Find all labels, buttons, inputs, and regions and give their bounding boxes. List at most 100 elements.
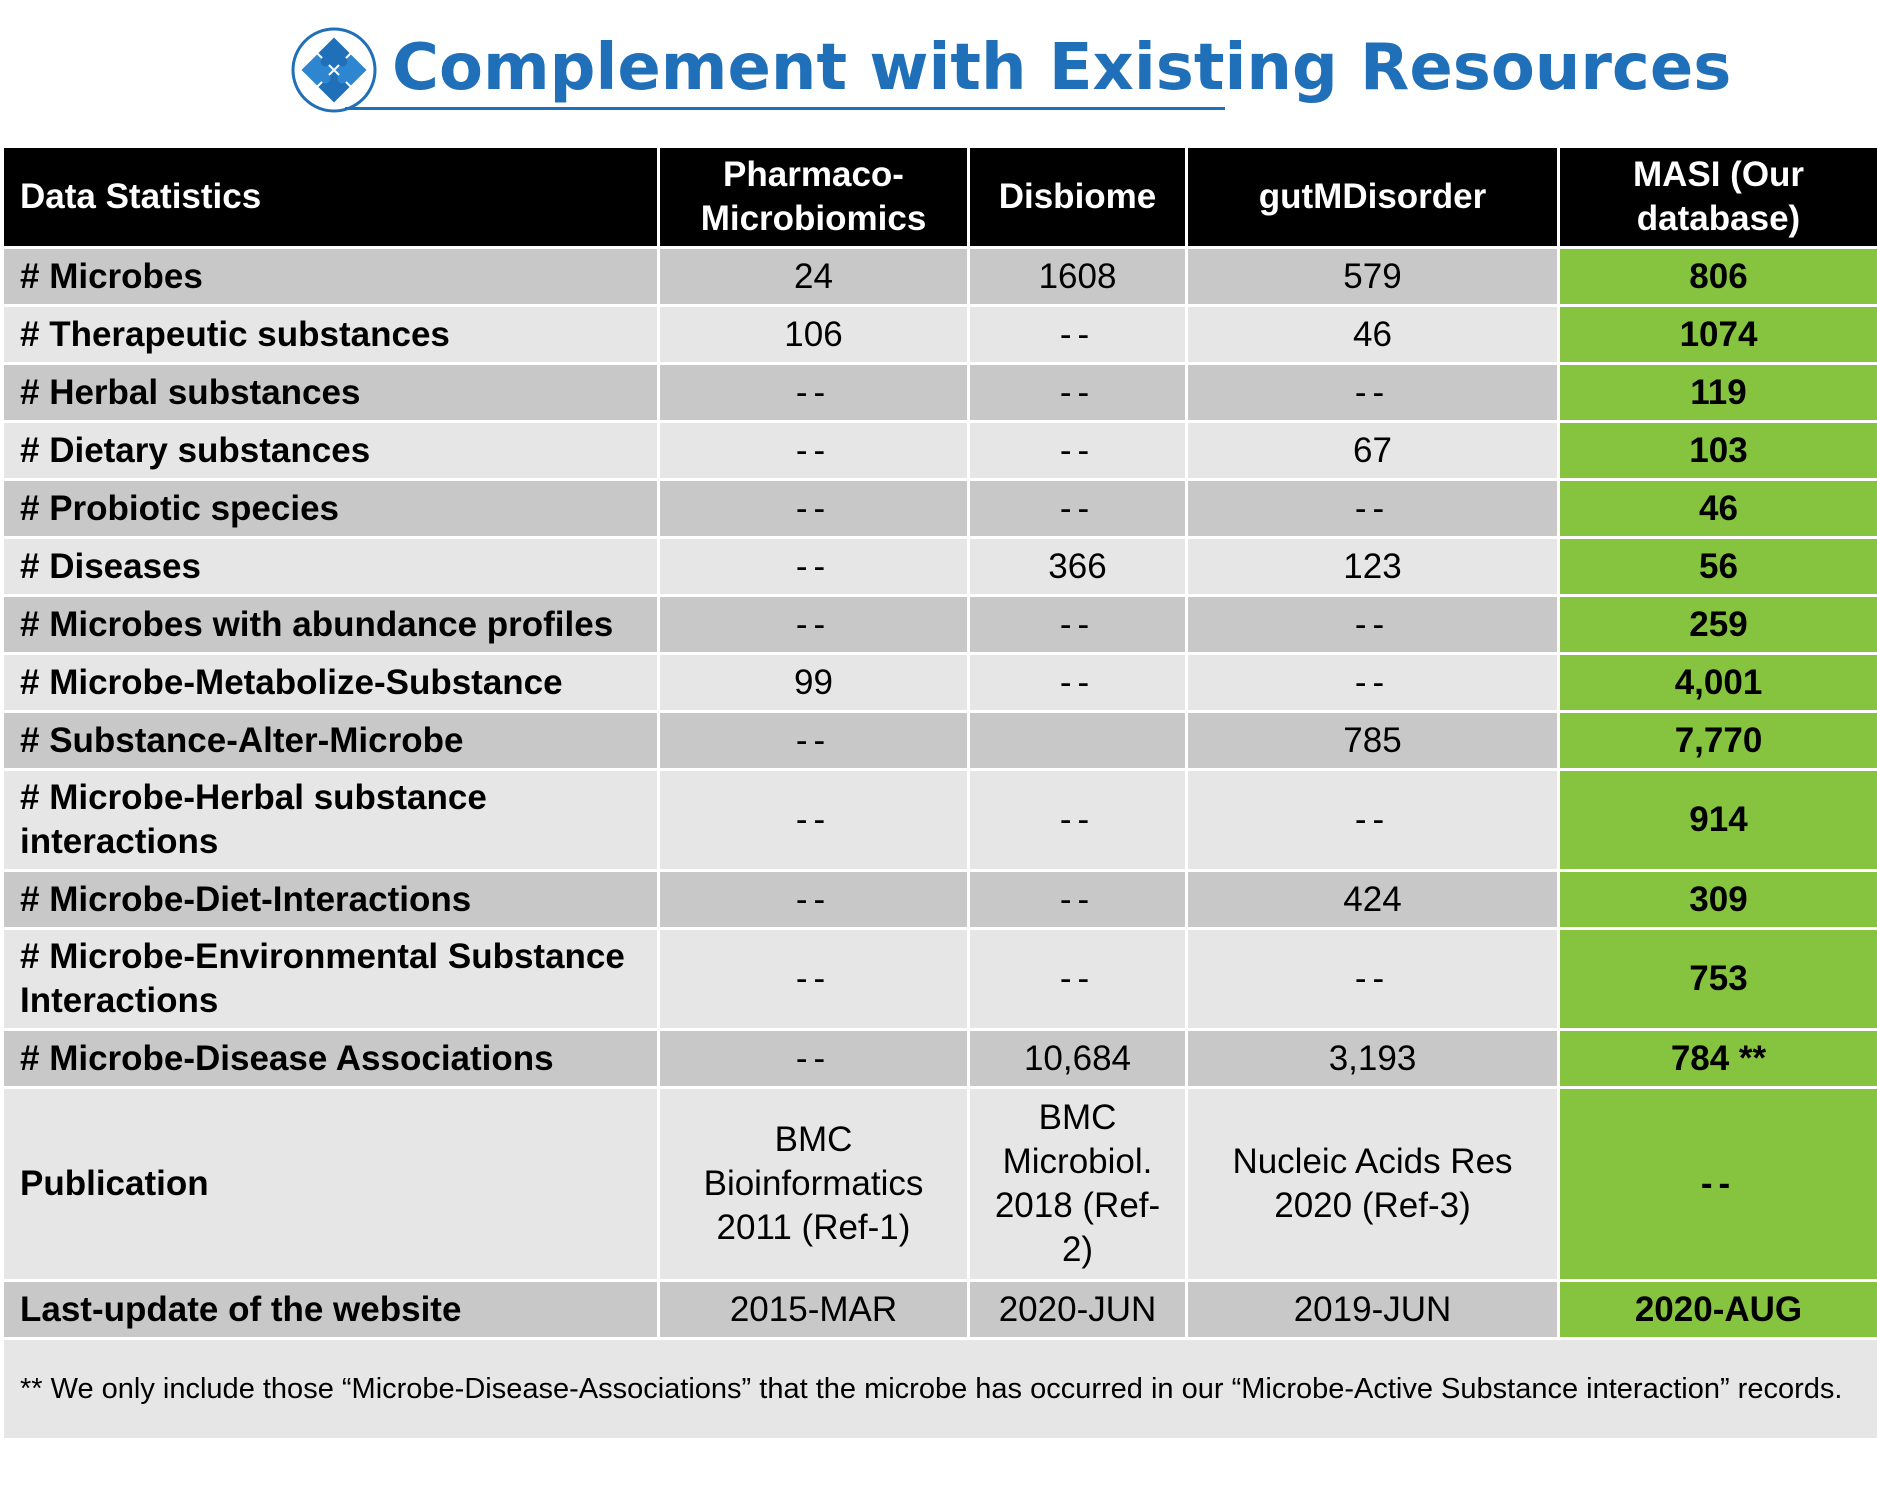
table-row: # Probiotic species -- -- -- 46 xyxy=(1,478,1877,539)
table-cell: 123 xyxy=(1185,536,1560,597)
table-cell: -- xyxy=(657,869,970,930)
row-label: # Microbe-Environmental Substance Intera… xyxy=(1,927,660,1031)
table-cell: -- xyxy=(1185,652,1560,713)
footnote-row: ** We only include those “Microbe-Diseas… xyxy=(1,1337,1877,1441)
column-header: MASI (Our database) xyxy=(1557,145,1877,249)
table-cell: 10,684 xyxy=(967,1028,1188,1089)
masi-cell: -- xyxy=(1557,1086,1877,1282)
footnote: ** We only include those “Microbe-Diseas… xyxy=(1,1337,1877,1441)
table-cell: -- xyxy=(657,594,970,655)
table-cell: -- xyxy=(1185,927,1560,1031)
row-label: # Microbe-Diet-Interactions xyxy=(1,869,660,930)
table-row: # Microbe-Disease Associations -- 10,684 3,… xyxy=(1,1028,1877,1089)
row-label: # Microbe-Metabolize-Substance xyxy=(1,652,660,713)
table-row: # Herbal substances -- -- -- 119 xyxy=(1,362,1877,423)
table-row: # Microbe-Herbal substance interactions -… xyxy=(1,768,1877,872)
table-row: # Microbe-Diet-Interactions -- -- 424 309 xyxy=(1,869,1877,930)
column-header: Pharmaco- Microbiomics xyxy=(657,145,970,249)
table-cell: 366 xyxy=(967,536,1188,597)
table-cell: -- xyxy=(967,768,1188,872)
table-row: # Therapeutic substances 106 -- 46 1074 xyxy=(1,304,1877,365)
table-cell: 2020-JUN xyxy=(967,1279,1188,1340)
page-title: Complement with Existing Resources xyxy=(392,31,1732,105)
row-label: # Substance-Alter-Microbe xyxy=(1,710,660,771)
table-row: Publication BMC Bioinformatics 2011 (Ref-… xyxy=(1,1086,1877,1282)
masi-cell: 259 xyxy=(1557,594,1877,655)
table-row: # Diseases -- 366 123 56 xyxy=(1,536,1877,597)
row-label: Publication xyxy=(1,1086,660,1282)
table-cell: 785 xyxy=(1185,710,1560,771)
table-row: # Dietary substances -- -- 67 103 xyxy=(1,420,1877,481)
masi-cell: 1074 xyxy=(1557,304,1877,365)
row-label: # Microbes with abundance profiles xyxy=(1,594,660,655)
masi-cell: 4,001 xyxy=(1557,652,1877,713)
table-cell: -- xyxy=(1185,768,1560,872)
table-cell: -- xyxy=(657,1028,970,1089)
page-header: Complement with Existing Resources xyxy=(0,0,1877,130)
row-label: # Microbe-Disease Associations xyxy=(1,1028,660,1089)
table-cell: 46 xyxy=(1185,304,1560,365)
row-label: Last-update of the website xyxy=(1,1279,660,1340)
table-cell: BMC Microbiol. 2018 (Ref-2) xyxy=(967,1086,1188,1282)
masi-cell: 103 xyxy=(1557,420,1877,481)
table-row: # Substance-Alter-Microbe -- 785 7,770 xyxy=(1,710,1877,771)
masi-cell: 56 xyxy=(1557,536,1877,597)
masi-cell: 2020-AUG xyxy=(1557,1279,1877,1340)
table-cell: -- xyxy=(657,362,970,423)
title-underline xyxy=(345,107,1225,110)
table-cell: -- xyxy=(967,594,1188,655)
masi-cell: 7,770 xyxy=(1557,710,1877,771)
row-label: # Microbe-Herbal substance interactions xyxy=(1,768,660,872)
table-cell: -- xyxy=(1185,478,1560,539)
column-header: Disbiome xyxy=(967,145,1188,249)
table-row: # Microbes 24 1608 579 806 xyxy=(1,246,1877,307)
table-cell: -- xyxy=(1185,594,1560,655)
table-cell: 1608 xyxy=(967,246,1188,307)
masi-cell: 806 xyxy=(1557,246,1877,307)
table-cell: 579 xyxy=(1185,246,1560,307)
table-cell: 2015-MAR xyxy=(657,1279,970,1340)
table-cell: -- xyxy=(657,536,970,597)
table-cell: -- xyxy=(967,304,1188,365)
table-cell: -- xyxy=(657,478,970,539)
masi-cell: 753 xyxy=(1557,927,1877,1031)
row-label: # Probiotic species xyxy=(1,478,660,539)
table-row: # Microbe-Metabolize-Substance 99 -- -- 4,00… xyxy=(1,652,1877,713)
table-cell: -- xyxy=(657,768,970,872)
column-header: Data Statistics xyxy=(1,145,660,249)
table-cell: Nucleic Acids Res 2020 (Ref-3) xyxy=(1185,1086,1560,1282)
row-label: # Herbal substances xyxy=(1,362,660,423)
row-label: # Dietary substances xyxy=(1,420,660,481)
table-row: # Microbes with abundance profiles -- -- --… xyxy=(1,594,1877,655)
masi-cell: 119 xyxy=(1557,362,1877,423)
table-cell: 2019-JUN xyxy=(1185,1279,1560,1340)
table-cell: 67 xyxy=(1185,420,1560,481)
table-cell: 106 xyxy=(657,304,970,365)
table-cell: -- xyxy=(657,927,970,1031)
table-cell xyxy=(967,710,1188,771)
table-cell: -- xyxy=(967,927,1188,1031)
table-header-row: Data Statistics Pharmaco- Microbiomics Di… xyxy=(1,145,1877,249)
masi-cell: 784 ** xyxy=(1557,1028,1877,1089)
table-cell: 99 xyxy=(657,652,970,713)
table-cell: 424 xyxy=(1185,869,1560,930)
table-row: Last-update of the website 2015-MAR 2020-J… xyxy=(1,1279,1877,1340)
table-cell: -- xyxy=(967,869,1188,930)
table-cell: BMC Bioinformatics 2011 (Ref-1) xyxy=(657,1086,970,1282)
table-cell: -- xyxy=(967,420,1188,481)
table-cell: -- xyxy=(967,362,1188,423)
table-cell: -- xyxy=(1185,362,1560,423)
column-header: gutMDisorder xyxy=(1185,145,1560,249)
table-cell: -- xyxy=(657,710,970,771)
comparison-table: Data Statistics Pharmaco- Microbiomics Di… xyxy=(1,145,1877,1441)
masi-cell: 46 xyxy=(1557,478,1877,539)
row-label: # Microbes xyxy=(1,246,660,307)
puzzle-icon xyxy=(291,27,377,113)
table-cell: 24 xyxy=(657,246,970,307)
masi-cell: 914 xyxy=(1557,768,1877,872)
table-cell: 3,193 xyxy=(1185,1028,1560,1089)
table-cell: -- xyxy=(657,420,970,481)
masi-cell: 309 xyxy=(1557,869,1877,930)
table-cell: -- xyxy=(967,652,1188,713)
row-label: # Therapeutic substances xyxy=(1,304,660,365)
